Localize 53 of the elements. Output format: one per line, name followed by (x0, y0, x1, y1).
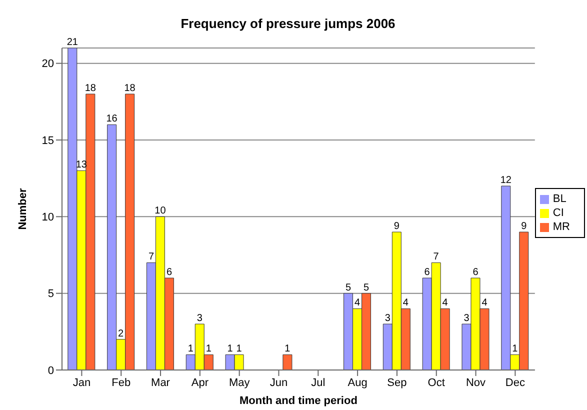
data-label: 5 (345, 282, 352, 294)
data-label: 10 (154, 206, 166, 217)
data-label: 5 (363, 282, 370, 294)
data-label: 1 (284, 344, 291, 355)
data-label: 3 (384, 313, 391, 324)
data-label: 18 (84, 83, 96, 94)
data-label: 2 (118, 328, 124, 340)
x-tick-label: Dec (505, 376, 526, 389)
x-axis-title: Month and time period (239, 395, 358, 407)
data-label: 1 (512, 344, 518, 355)
data-label: 7 (433, 252, 440, 263)
data-label: 3 (464, 313, 470, 324)
data-label: 1 (227, 344, 234, 355)
data-label: 1 (206, 344, 212, 355)
y-tick-label: 5 (48, 288, 54, 300)
legend-label: CI (552, 207, 564, 219)
y-axis-title: Number (16, 188, 29, 230)
x-tick-label: Jul (311, 376, 326, 389)
x-tick-label: Nov (466, 376, 486, 389)
y-tick-label: 10 (42, 212, 54, 224)
data-label: 4 (442, 298, 448, 309)
data-label: 4 (354, 298, 360, 309)
x-tick-label: Jun (270, 376, 288, 389)
data-label: 12 (500, 175, 512, 186)
legend-label: BL (552, 193, 566, 205)
data-label: 21 (66, 37, 78, 48)
data-label: 9 (521, 221, 528, 232)
x-tick-label: Mar (151, 376, 170, 389)
data-label: 4 (482, 298, 488, 309)
x-tick-label: Sep (387, 376, 407, 389)
data-label: 6 (472, 267, 479, 278)
data-label: 6 (166, 267, 172, 278)
x-tick-label: May (228, 376, 250, 389)
x-tick-label: Feb (112, 376, 131, 389)
x-tick-label: Jan (72, 376, 91, 389)
chart-title: Frequency of pressure jumps 2006 (180, 16, 396, 31)
data-label: 9 (394, 221, 400, 232)
x-tick-label: Aug (348, 376, 368, 389)
legend-label: MR (552, 221, 570, 233)
data-label: 3 (196, 313, 203, 324)
x-tick-label: Oct (428, 376, 445, 389)
bar (282, 354, 292, 370)
data-label: 7 (148, 252, 154, 263)
y-tick-label: 15 (42, 134, 54, 147)
x-tick-label: Apr (191, 376, 209, 389)
y-tick-label: 20 (42, 58, 54, 70)
data-label: 16 (106, 114, 118, 125)
data-label: 6 (424, 267, 430, 278)
data-label: 18 (124, 83, 136, 94)
data-label: 4 (402, 298, 409, 309)
y-tick-label: 0 (48, 364, 54, 377)
data-label: 1 (188, 344, 194, 355)
data-label: 1 (236, 344, 242, 355)
